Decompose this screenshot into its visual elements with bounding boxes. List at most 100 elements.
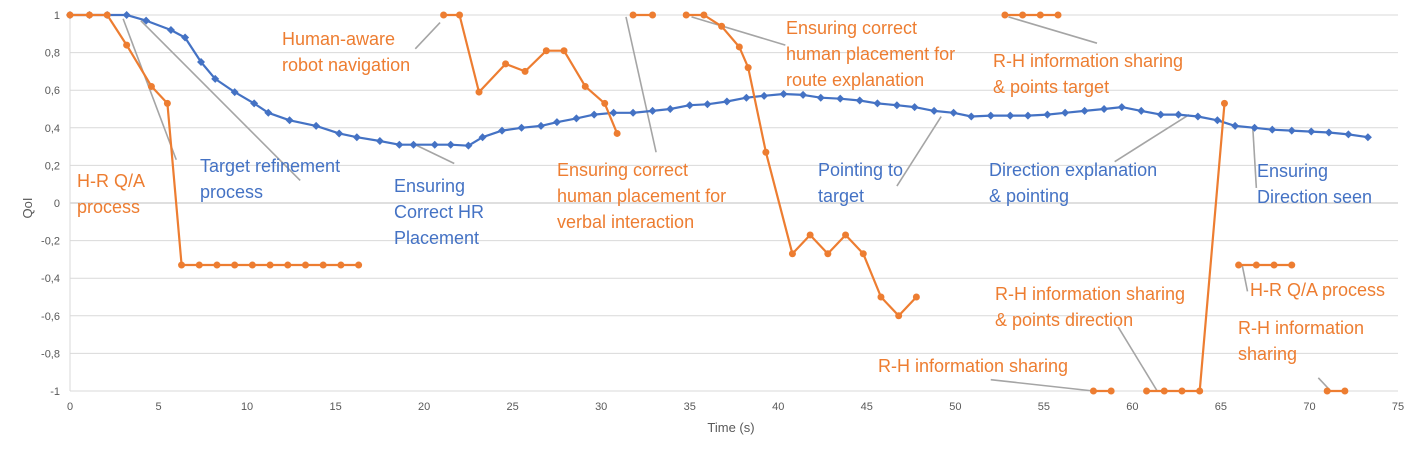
annotation-label: R-H information sharing & points target bbox=[993, 51, 1183, 97]
annotation-line: Pointing to bbox=[818, 160, 903, 180]
data-point bbox=[1080, 106, 1089, 115]
annotation-line: H-R Q/A bbox=[77, 171, 145, 191]
x-tick-label: 50 bbox=[949, 401, 961, 413]
annotation-label: Ensuring correct human placement for verba… bbox=[557, 160, 726, 232]
annotation-line: H-R Q/A process bbox=[1250, 280, 1385, 300]
data-point bbox=[1023, 111, 1032, 120]
data-point bbox=[1287, 126, 1296, 135]
data-point bbox=[806, 231, 814, 239]
gridlines bbox=[69, 14, 1398, 392]
data-point bbox=[440, 11, 448, 19]
data-point bbox=[824, 250, 832, 258]
data-point bbox=[859, 250, 867, 258]
data-point bbox=[892, 101, 901, 110]
annotation-label: Pointing to target bbox=[818, 160, 903, 206]
annotation-line: Target refinement bbox=[200, 156, 340, 176]
data-point bbox=[648, 106, 657, 115]
data-point bbox=[552, 118, 561, 127]
x-tick-label: 45 bbox=[861, 401, 873, 413]
y-tick-label: -0,8 bbox=[41, 348, 60, 360]
blue-series bbox=[66, 11, 1372, 150]
data-point bbox=[301, 261, 309, 269]
y-tick-label: 1 bbox=[54, 10, 60, 22]
data-point bbox=[195, 261, 203, 269]
annotation-line: R-H information sharing bbox=[878, 356, 1068, 376]
data-point bbox=[456, 11, 464, 19]
annotation-line: process bbox=[200, 182, 263, 202]
data-point bbox=[85, 11, 93, 19]
data-point bbox=[788, 250, 796, 258]
data-point bbox=[521, 67, 529, 75]
data-point bbox=[1054, 11, 1062, 19]
data-point bbox=[1323, 387, 1331, 395]
annotation-line: Direction seen bbox=[1257, 187, 1372, 207]
data-point bbox=[211, 74, 220, 83]
data-point bbox=[1196, 387, 1204, 395]
annotation-line: Correct HR bbox=[394, 202, 484, 222]
annotation-leader-line bbox=[1117, 326, 1158, 392]
data-point bbox=[375, 136, 384, 145]
data-point bbox=[1231, 121, 1240, 130]
annotation-line: sharing bbox=[1238, 344, 1297, 364]
data-point bbox=[895, 312, 903, 320]
annotation-label: H-R Q/A process bbox=[77, 171, 145, 217]
data-point bbox=[967, 112, 976, 121]
data-point bbox=[572, 114, 581, 123]
y-tick-label: 0,2 bbox=[45, 160, 60, 172]
annotation-line: & points target bbox=[993, 77, 1109, 97]
data-point bbox=[601, 99, 609, 107]
data-point bbox=[560, 47, 568, 55]
data-point bbox=[744, 64, 752, 72]
annotation-line: Ensuring bbox=[394, 176, 465, 196]
data-point bbox=[718, 22, 726, 30]
annotation-leader-line bbox=[1114, 113, 1190, 163]
data-point bbox=[842, 231, 850, 239]
x-tick-label: 75 bbox=[1392, 401, 1404, 413]
data-point bbox=[682, 11, 690, 19]
data-point bbox=[498, 126, 507, 135]
y-tick-label: 0 bbox=[54, 198, 60, 210]
series-line bbox=[443, 13, 619, 134]
data-point bbox=[213, 261, 221, 269]
y-tick-label: -1 bbox=[50, 386, 60, 398]
data-point bbox=[103, 11, 111, 19]
data-point bbox=[352, 133, 361, 142]
x-tick-label: 30 bbox=[595, 401, 607, 413]
annotation-label: R-H information sharing & points directio… bbox=[995, 284, 1185, 330]
x-tick-label: 60 bbox=[1126, 401, 1138, 413]
data-point bbox=[478, 133, 487, 142]
x-tick-label: 5 bbox=[155, 401, 161, 413]
x-tick-label: 15 bbox=[329, 401, 341, 413]
x-tick-label: 25 bbox=[507, 401, 519, 413]
annotation-label: R-H information sharing bbox=[878, 356, 1068, 376]
data-point bbox=[122, 11, 131, 19]
data-point bbox=[266, 261, 274, 269]
y-tick-label: -0,2 bbox=[41, 236, 60, 248]
data-point bbox=[319, 261, 327, 269]
data-point bbox=[629, 108, 638, 117]
data-point bbox=[1235, 261, 1243, 269]
annotation-leader-line bbox=[1252, 127, 1258, 189]
annotation-label: Ensuring Correct HR Placement bbox=[394, 176, 484, 248]
data-point bbox=[949, 108, 958, 117]
data-point bbox=[877, 293, 885, 301]
data-point bbox=[742, 93, 751, 102]
x-tick-label: 10 bbox=[241, 401, 253, 413]
annotation-label: R-H information sharing bbox=[1238, 318, 1364, 364]
data-point bbox=[147, 82, 155, 90]
annotation-label: H-R Q/A process bbox=[1250, 280, 1385, 300]
annotation-leader-line bbox=[414, 143, 455, 165]
data-point bbox=[910, 103, 919, 112]
x-tick-label: 20 bbox=[418, 401, 430, 413]
data-point bbox=[762, 148, 770, 156]
annotation-line: & pointing bbox=[989, 186, 1069, 206]
annotation-line: & points direction bbox=[995, 310, 1133, 330]
annotation-leader-line bbox=[1008, 16, 1098, 44]
data-point bbox=[700, 11, 708, 19]
annotation-label: Ensuring correct human placement for route… bbox=[786, 18, 955, 90]
y-tick-label: -0,4 bbox=[41, 273, 60, 285]
x-tick-label: 35 bbox=[684, 401, 696, 413]
x-tick-label: 70 bbox=[1303, 401, 1315, 413]
data-point bbox=[590, 110, 599, 119]
data-point bbox=[855, 96, 864, 105]
